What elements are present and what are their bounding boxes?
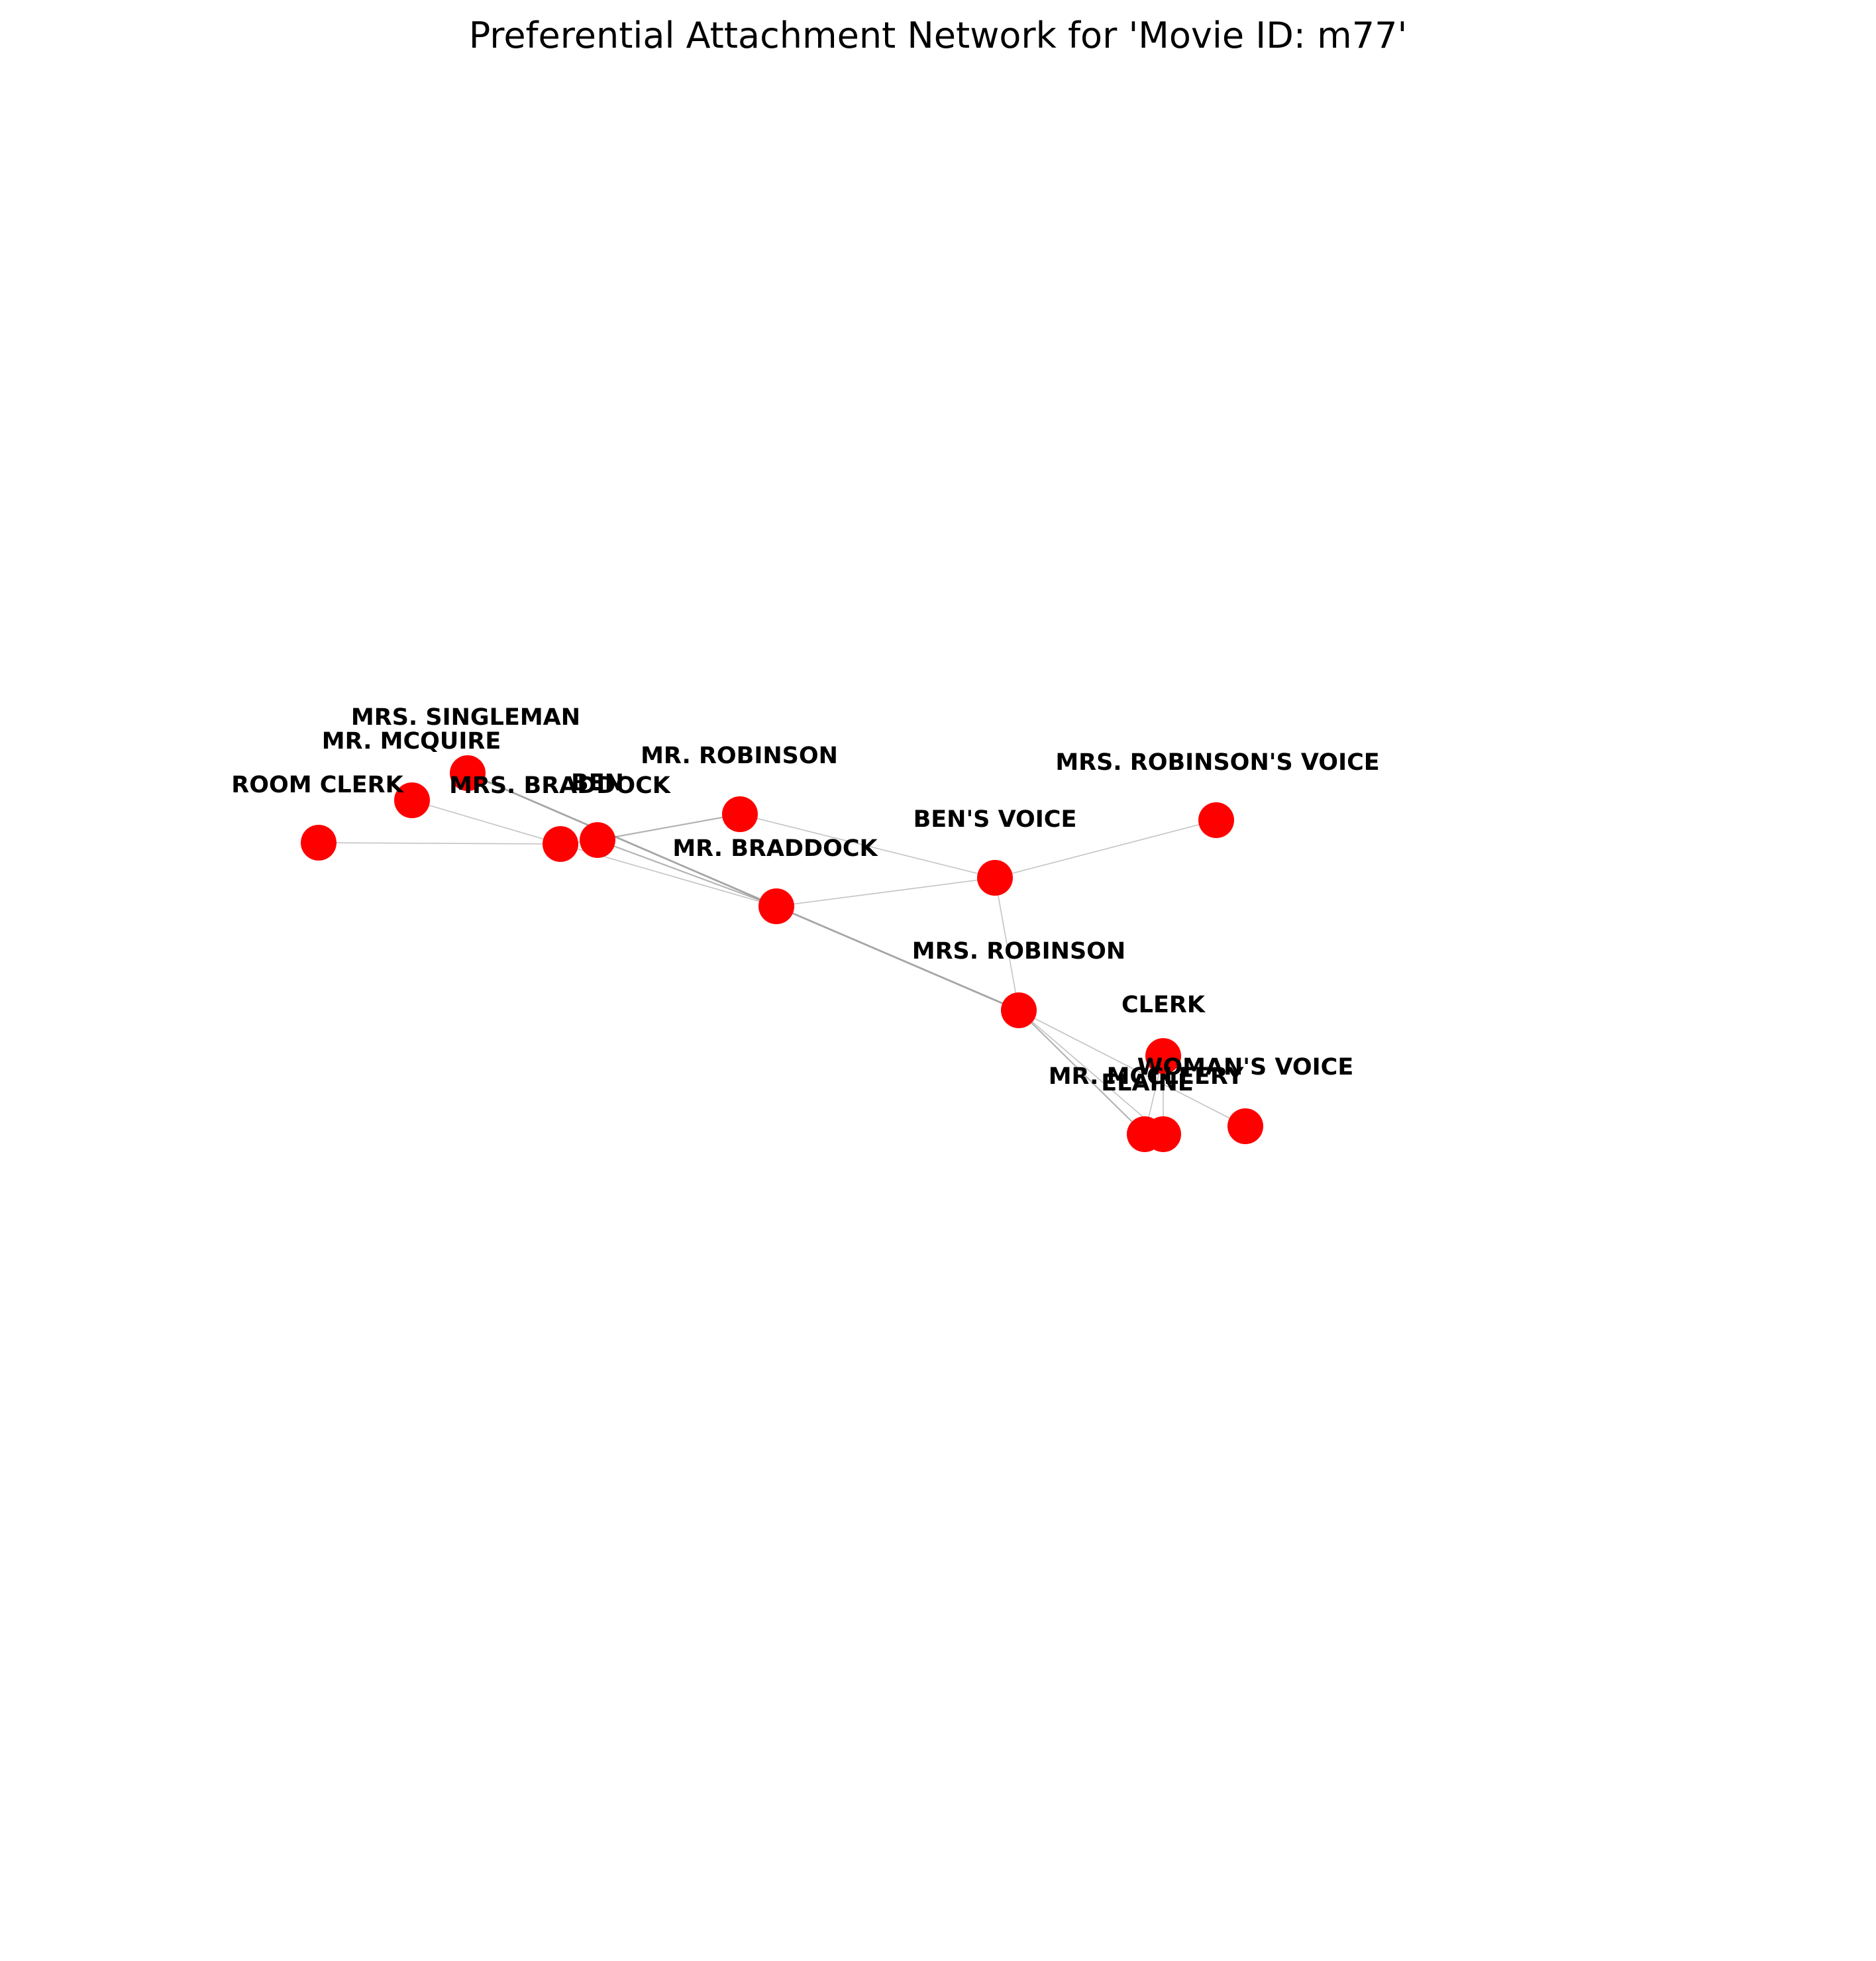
node-label-room-clerk: ROOM CLERK	[231, 772, 404, 798]
node-room-clerk	[301, 825, 337, 861]
node-label-mr-mcquire: MR. MCQUIRE	[322, 728, 501, 755]
node-mrs-robinson	[1001, 992, 1037, 1028]
node-label-mrs-singleman: MRS. SINGLEMAN	[351, 704, 580, 731]
node-mrs-braddock	[543, 826, 578, 862]
node-label-mrs-robinson: MRS. ROBINSON	[912, 938, 1125, 965]
node-label-mr-mccleery: MR. MCCLEERY	[1049, 1063, 1244, 1090]
node-woman-s-voice	[1227, 1108, 1263, 1144]
node-elaine	[1145, 1116, 1181, 1152]
edge-ben-s-voice-mrs-robinson-s-voice	[994, 820, 1217, 878]
node-label-mrs-braddock: MRS. BRADDOCK	[449, 772, 672, 799]
node-clerk	[1145, 1038, 1181, 1074]
node-label-clerk: CLERK	[1121, 992, 1206, 1018]
node-mr-mcquire	[394, 782, 430, 818]
node-mrs-singleman	[450, 755, 486, 791]
edge-ben-mr-robinson	[596, 813, 741, 841]
node-mrs-robinson-s-voice	[1198, 802, 1234, 838]
edge-ben-s-voice-mrs-robinson	[994, 877, 1019, 1011]
node-label-mr-robinson: MR. ROBINSON	[641, 743, 838, 769]
node-label-elaine: ELAINE	[1101, 1070, 1194, 1096]
edge-ben-mr-braddock	[596, 839, 778, 908]
node-mr-braddock	[758, 888, 794, 924]
edge-room-clerk-mrs-braddock	[318, 842, 561, 845]
node-mr-robinson	[722, 796, 758, 832]
edge-mr-robinson-ben-s-voice	[739, 814, 996, 878]
node-label-woman-s-voice: WOMAN'S VOICE	[1137, 1054, 1354, 1081]
node-ben-s-voice	[977, 860, 1013, 896]
node-label-mrs-robinson-s-voice: MRS. ROBINSON'S VOICE	[1055, 749, 1379, 776]
edge-mrs-robinson-elaine	[1018, 1010, 1164, 1135]
edge-mr-braddock-mrs-robinson	[775, 905, 1020, 1012]
node-label-mr-braddock: MR. BRADDOCK	[672, 835, 878, 862]
nodes-layer	[301, 755, 1263, 1152]
edge-mrs-singleman-mr-braddock	[466, 772, 778, 908]
edge-mrs-robinson-mr-mccleery	[1017, 1009, 1146, 1136]
edges-layer	[318, 772, 1246, 1136]
edge-mr-mcquire-mrs-braddock	[411, 800, 561, 845]
edge-mr-braddock-ben-s-voice	[776, 877, 996, 907]
edge-mrs-robinson-woman-s-voice	[1018, 1010, 1246, 1127]
node-label-ben: BEN	[571, 770, 624, 796]
chart-title: Preferential Attachment Network for 'Mov…	[469, 15, 1408, 56]
node-label-ben-s-voice: BEN'S VOICE	[913, 806, 1077, 833]
node-ben	[580, 822, 615, 858]
